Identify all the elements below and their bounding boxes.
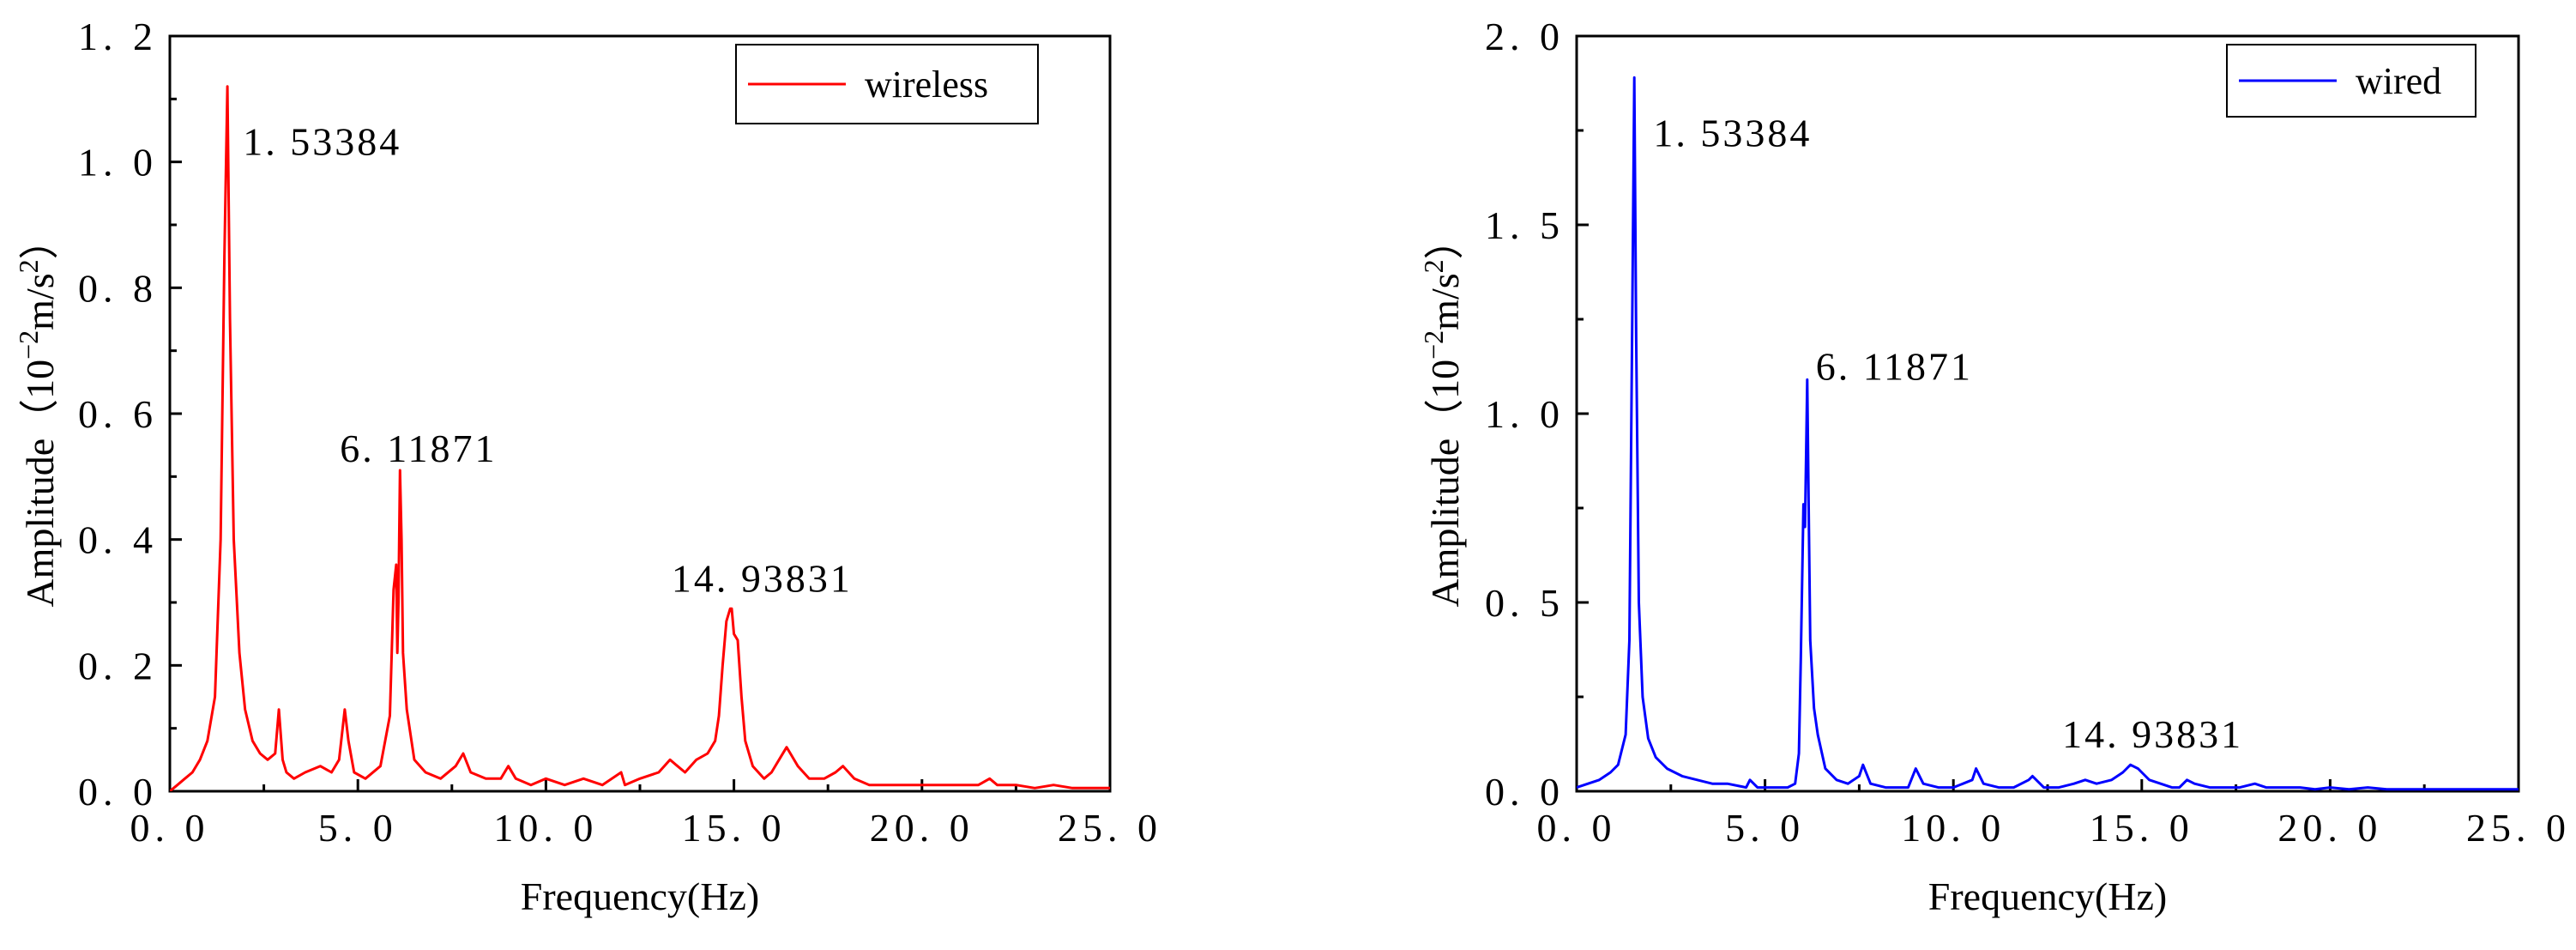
y-axis-title: Amplitude（10−2m/s2）: [1418, 220, 1467, 607]
series-line-wireless: [170, 85, 1110, 791]
x-tick-label: 25. 0: [1058, 806, 1162, 850]
y-axis-title: Amplitude（10−2m/s2）: [13, 220, 62, 607]
y-tick-label: 1. 0: [78, 141, 158, 185]
y-tick-label: 0. 4: [78, 518, 158, 562]
y-tick-label: 0. 0: [78, 770, 158, 814]
x-axis-title: Frequency(Hz): [1928, 874, 2167, 918]
y-axis-title-part: ）: [1423, 220, 1467, 259]
y-axis-title-exponent: 2: [13, 259, 44, 273]
y-tick-label: 0. 8: [78, 266, 158, 310]
x-tick-label: 0. 0: [130, 806, 210, 850]
legend: wired: [2226, 44, 2476, 118]
chart-wired: 0. 0 5. 0 10. 0 15. 0 20. 0 25. 0 0. 0 0. 5 1. 0…: [1418, 15, 2571, 918]
y-tick-label: 0. 5: [1485, 581, 1565, 625]
y-axis-title-part: ）: [18, 220, 62, 259]
legend-label: wired: [2356, 60, 2441, 102]
y-tick-label: 1. 2: [78, 15, 158, 58]
peak-label: 1. 53384: [1653, 111, 1812, 154]
x-tick-label: 10. 0: [493, 806, 598, 850]
x-axis-title: Frequency(Hz): [521, 874, 759, 918]
x-tick-label: 5. 0: [318, 806, 398, 850]
chart-wireless: 0. 0 5. 0 10. 0 15. 0 20. 0 25. 0 0. 0 0. 2 0. 4…: [13, 15, 1162, 918]
x-tick-label: 20. 0: [2277, 806, 2382, 850]
y-tick-label: 0. 0: [1485, 770, 1565, 814]
y-axis-title-part: Amplitude（10: [1423, 360, 1467, 608]
x-tick-label: 5. 0: [1725, 806, 1805, 850]
peak-label: 6. 11871: [1816, 344, 1973, 388]
legend-label: wireless: [865, 64, 988, 106]
y-axis-title-part: m/s: [18, 273, 62, 330]
y-tick-label: 1. 0: [1485, 392, 1565, 436]
y-axis-title-part: Amplitude（10: [18, 360, 62, 608]
x-tick-label: 15. 0: [2090, 806, 2194, 850]
y-tick-label: 0. 6: [78, 392, 158, 436]
y-tick-label: 1. 5: [1485, 203, 1565, 247]
y-tick-label: 0. 2: [78, 644, 158, 687]
peak-label: 6. 11871: [340, 427, 497, 470]
peak-label: 14. 93831: [672, 556, 853, 600]
series-line-wired: [1577, 76, 2519, 791]
x-tick-label: 20. 0: [870, 806, 974, 850]
y-tick-label: 2. 0: [1485, 15, 1565, 58]
y-axis-title-exponent: −2: [13, 330, 44, 360]
y-axis-title-exponent: 2: [1418, 259, 1449, 273]
peak-label: 14. 93831: [2062, 712, 2243, 756]
y-axis-title-part: m/s: [1423, 273, 1467, 330]
x-tick-label: 10. 0: [1901, 806, 2006, 850]
legend: wireless: [735, 44, 1039, 124]
peak-label: 1. 53384: [243, 120, 401, 164]
x-tick-label: 15. 0: [682, 806, 787, 850]
y-axis-title-exponent: −2: [1418, 330, 1449, 360]
x-tick-label: 0. 0: [1537, 806, 1617, 850]
x-tick-label: 25. 0: [2466, 806, 2571, 850]
